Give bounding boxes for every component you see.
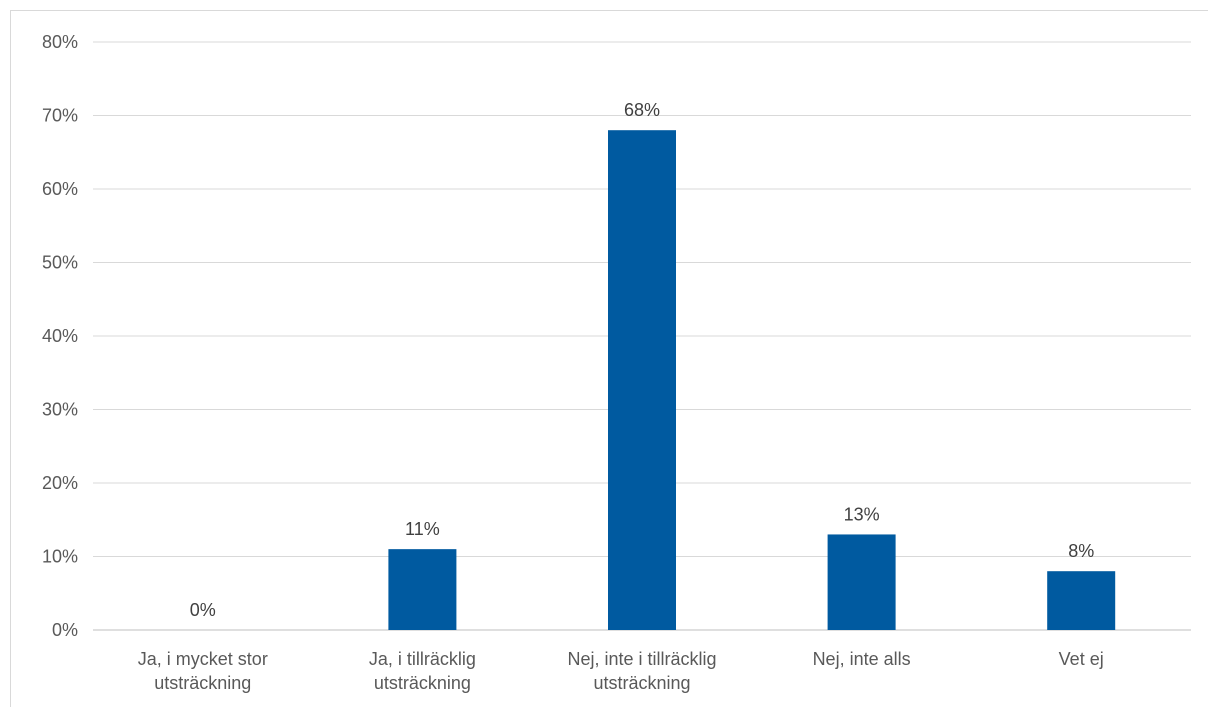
y-tick-label: 40% [42, 326, 78, 346]
data-labels: 0% 11% 68% 13% 8% [190, 100, 1094, 620]
bar [1047, 571, 1116, 630]
bars [388, 130, 1116, 630]
y-tick-label: 20% [42, 473, 78, 493]
y-tick-label: 30% [42, 400, 78, 420]
bar [388, 549, 457, 630]
bar [827, 534, 896, 630]
data-label: 8% [1068, 541, 1094, 561]
y-tick-label: 60% [42, 179, 78, 199]
x-category-label: utsträckning [374, 673, 471, 693]
x-category-label: Nej, inte i tillräcklig [567, 649, 716, 669]
x-axis-categories: Ja, i mycket stor utsträckning Ja, i tillr… [138, 649, 1104, 693]
x-category-label: Ja, i tillräcklig [369, 649, 476, 669]
data-label: 11% [405, 519, 440, 539]
y-tick-label: 80% [42, 32, 78, 52]
x-category-label: Ja, i mycket stor [138, 649, 268, 669]
data-label: 0% [190, 600, 216, 620]
x-category-label: Vet ej [1059, 649, 1104, 669]
y-axis-ticks: 0% 10% 20% 30% 40% 50% 60% 70% 80% [42, 32, 78, 640]
y-tick-label: 70% [42, 106, 78, 126]
y-tick-label: 50% [42, 253, 78, 273]
bar [608, 130, 676, 630]
x-category-label: Nej, inte alls [813, 649, 911, 669]
data-label: 13% [844, 504, 880, 524]
x-category-label: utsträckning [154, 673, 251, 693]
y-tick-label: 10% [42, 547, 78, 567]
y-tick-label: 0% [52, 620, 78, 640]
chart-frame [10, 10, 1208, 707]
x-category-label: utsträckning [593, 673, 690, 693]
data-label: 68% [624, 100, 660, 120]
